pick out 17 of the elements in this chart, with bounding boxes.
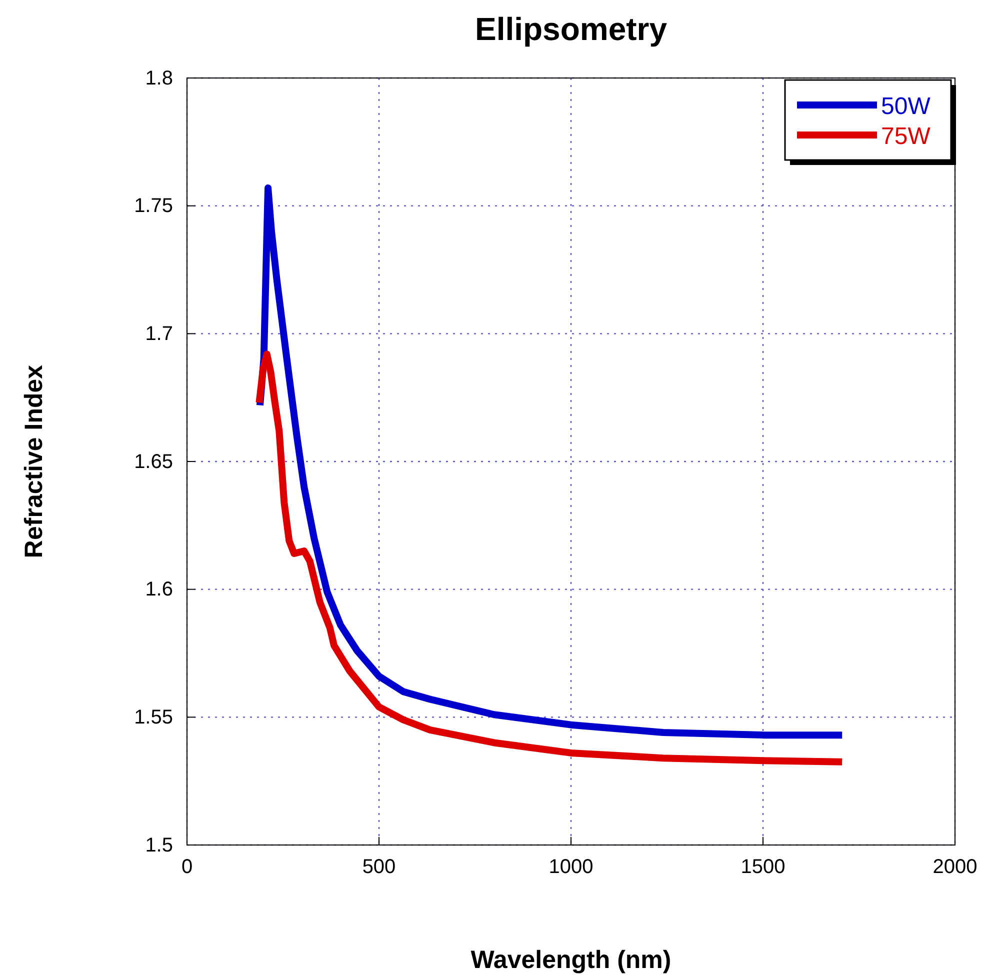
legend-label: 75W	[881, 123, 931, 150]
y-tick-label: 1.6	[145, 578, 173, 601]
x-tick-label: 1000	[548, 856, 594, 878]
y-axis-title: Refractive Index	[20, 364, 48, 558]
x-tick-label: 1500	[740, 856, 786, 878]
x-tick-label: 2000	[932, 856, 978, 878]
legend-label: 50W	[881, 93, 931, 120]
y-tick-label: 1.75	[134, 195, 173, 218]
y-tick-label: 1.5	[145, 834, 173, 856]
y-tick-label: 1.65	[134, 450, 173, 473]
x-axis-title: Wavelength (nm)	[470, 946, 672, 974]
x-tick-label: 0	[181, 856, 193, 878]
y-tick-label: 1.7	[145, 323, 173, 346]
x-tick-label: 500	[362, 856, 396, 878]
y-tick-label: 1.8	[145, 67, 173, 90]
chart-title: Ellipsometry	[474, 11, 668, 47]
y-tick-label: 1.55	[134, 706, 173, 729]
